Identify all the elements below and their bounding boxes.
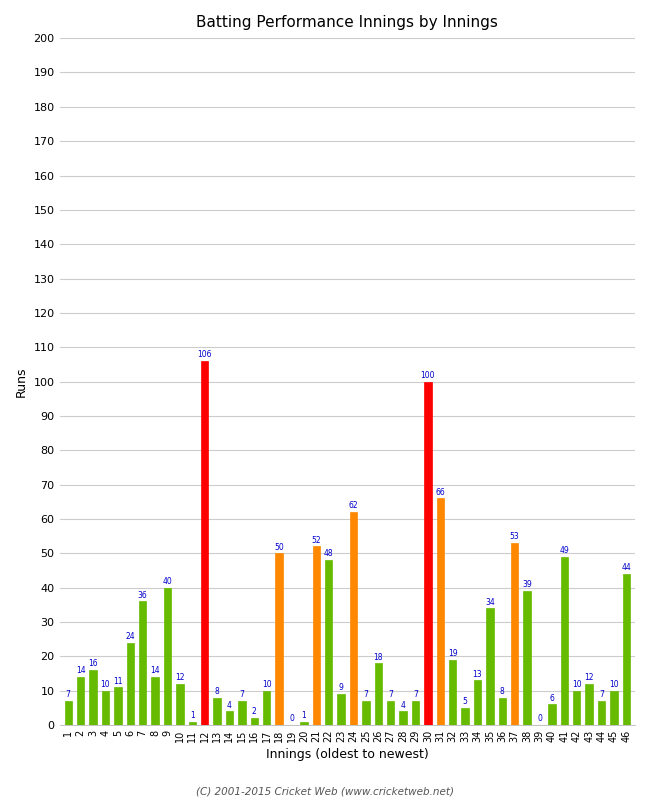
- Bar: [350, 512, 358, 725]
- Bar: [238, 701, 246, 725]
- Text: 7: 7: [388, 690, 393, 699]
- Bar: [337, 694, 345, 725]
- Bar: [263, 690, 270, 725]
- Bar: [127, 642, 134, 725]
- Text: 16: 16: [88, 659, 98, 669]
- Bar: [424, 382, 432, 725]
- Bar: [176, 684, 183, 725]
- Text: 7: 7: [239, 690, 244, 699]
- Bar: [598, 701, 605, 725]
- Bar: [548, 705, 556, 725]
- X-axis label: Innings (oldest to newest): Innings (oldest to newest): [266, 748, 428, 761]
- Bar: [511, 543, 519, 725]
- Text: 10: 10: [609, 680, 619, 689]
- Text: 19: 19: [448, 649, 458, 658]
- Text: 13: 13: [473, 670, 482, 678]
- Text: 10: 10: [101, 680, 111, 689]
- Bar: [623, 574, 630, 725]
- Text: 44: 44: [621, 563, 631, 572]
- Text: 10: 10: [572, 680, 582, 689]
- Bar: [411, 701, 419, 725]
- Bar: [300, 722, 307, 725]
- Text: 100: 100: [421, 371, 435, 380]
- Text: 106: 106: [198, 350, 212, 359]
- Bar: [586, 684, 593, 725]
- Bar: [437, 498, 444, 725]
- Bar: [77, 677, 85, 725]
- Bar: [486, 608, 493, 725]
- Bar: [399, 711, 407, 725]
- Text: 0: 0: [537, 714, 542, 723]
- Bar: [387, 701, 395, 725]
- Text: 66: 66: [436, 488, 445, 497]
- Bar: [573, 690, 580, 725]
- Text: 53: 53: [510, 532, 519, 542]
- Text: 11: 11: [113, 677, 123, 686]
- Text: 5: 5: [463, 697, 467, 706]
- Bar: [276, 554, 283, 725]
- Text: 9: 9: [339, 683, 343, 693]
- Text: 8: 8: [500, 687, 504, 696]
- Text: 62: 62: [348, 502, 358, 510]
- Bar: [188, 722, 196, 725]
- Bar: [101, 690, 109, 725]
- Bar: [523, 591, 531, 725]
- Text: 7: 7: [363, 690, 369, 699]
- Bar: [560, 557, 568, 725]
- Bar: [374, 663, 382, 725]
- Text: 49: 49: [560, 546, 569, 555]
- Bar: [151, 677, 159, 725]
- Text: 14: 14: [150, 666, 160, 675]
- Title: Batting Performance Innings by Innings: Batting Performance Innings by Innings: [196, 15, 498, 30]
- Text: 18: 18: [374, 653, 383, 662]
- Text: 34: 34: [485, 598, 495, 606]
- Text: 24: 24: [125, 632, 135, 641]
- Bar: [325, 560, 332, 725]
- Text: (C) 2001-2015 Cricket Web (www.cricketweb.net): (C) 2001-2015 Cricket Web (www.cricketwe…: [196, 786, 454, 796]
- Bar: [201, 361, 209, 725]
- Bar: [213, 698, 221, 725]
- Text: 7: 7: [599, 690, 604, 699]
- Bar: [164, 588, 171, 725]
- Text: 48: 48: [324, 550, 333, 558]
- Text: 12: 12: [175, 673, 185, 682]
- Bar: [474, 681, 481, 725]
- Bar: [362, 701, 370, 725]
- Text: 7: 7: [66, 690, 71, 699]
- Bar: [139, 602, 146, 725]
- Bar: [462, 708, 469, 725]
- Text: 50: 50: [274, 542, 284, 552]
- Bar: [226, 711, 233, 725]
- Text: 4: 4: [400, 701, 406, 710]
- Text: 36: 36: [138, 590, 148, 600]
- Bar: [114, 687, 122, 725]
- Text: 4: 4: [227, 701, 232, 710]
- Text: 0: 0: [289, 714, 294, 723]
- Bar: [499, 698, 506, 725]
- Text: 1: 1: [190, 711, 194, 720]
- Text: 2: 2: [252, 707, 257, 717]
- Bar: [250, 718, 258, 725]
- Text: 12: 12: [584, 673, 594, 682]
- Bar: [64, 701, 72, 725]
- Text: 14: 14: [76, 666, 85, 675]
- Text: 52: 52: [311, 536, 321, 545]
- Text: 6: 6: [549, 694, 554, 702]
- Text: 1: 1: [302, 711, 306, 720]
- Bar: [313, 546, 320, 725]
- Text: 8: 8: [214, 687, 220, 696]
- Bar: [89, 670, 97, 725]
- Bar: [449, 660, 456, 725]
- Text: 10: 10: [262, 680, 272, 689]
- Text: 40: 40: [162, 577, 172, 586]
- Bar: [610, 690, 617, 725]
- Text: 7: 7: [413, 690, 418, 699]
- Y-axis label: Runs: Runs: [15, 366, 28, 397]
- Text: 39: 39: [522, 581, 532, 590]
